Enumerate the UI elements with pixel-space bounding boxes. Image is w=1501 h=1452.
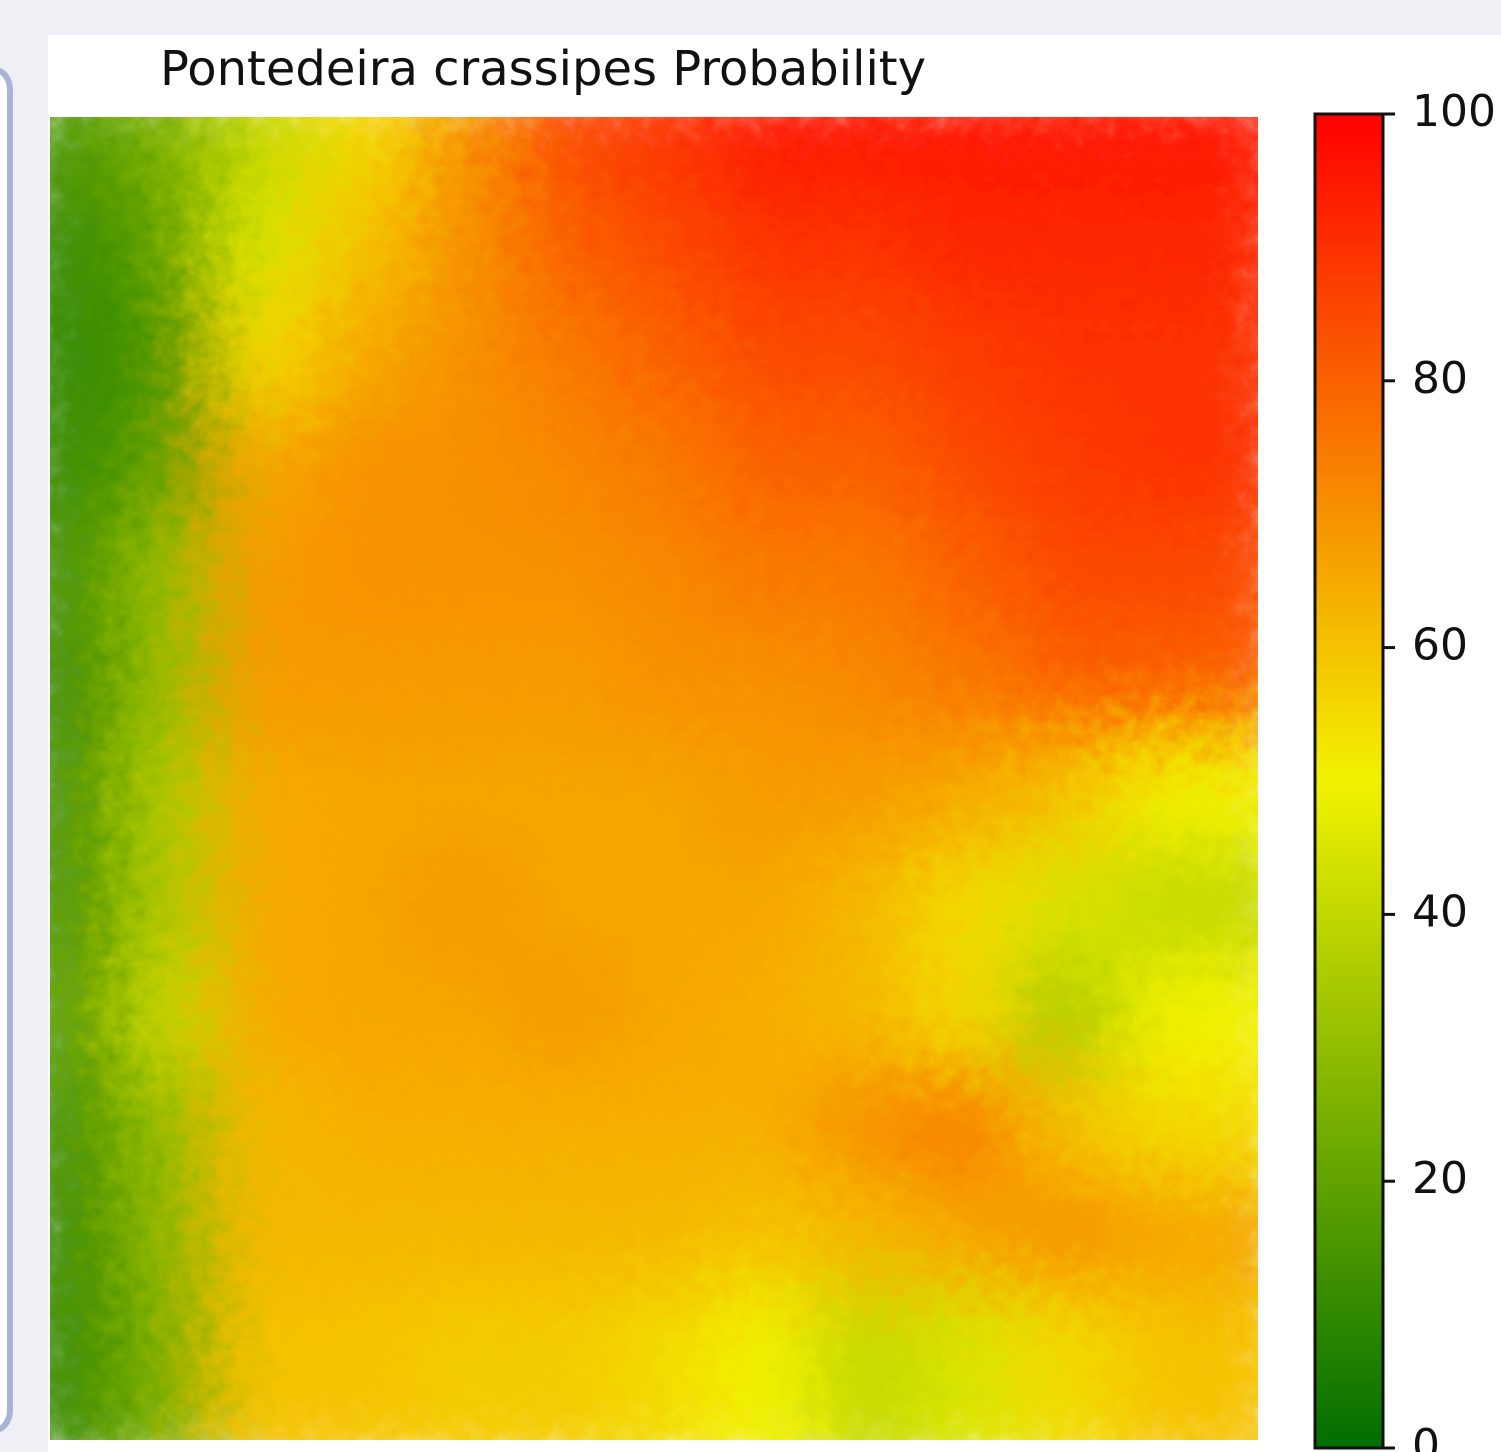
colorbar-tick-label: 40 [1412,886,1468,937]
colorbar [1313,112,1385,1450]
colorbar-tick-label: 0 [1412,1420,1440,1452]
side-panel [0,67,13,1433]
heat-cell [1117,1289,1258,1440]
colorbar-tick-label: 80 [1412,353,1468,404]
colorbar-tick-label: 60 [1412,620,1468,671]
colorbar-tick-label: 20 [1412,1153,1468,1204]
heatmap [50,117,1258,1440]
chart-title: Pontedeira crassipes Probability [160,41,926,97]
colorbar-tick-label: 100 [1412,86,1496,137]
